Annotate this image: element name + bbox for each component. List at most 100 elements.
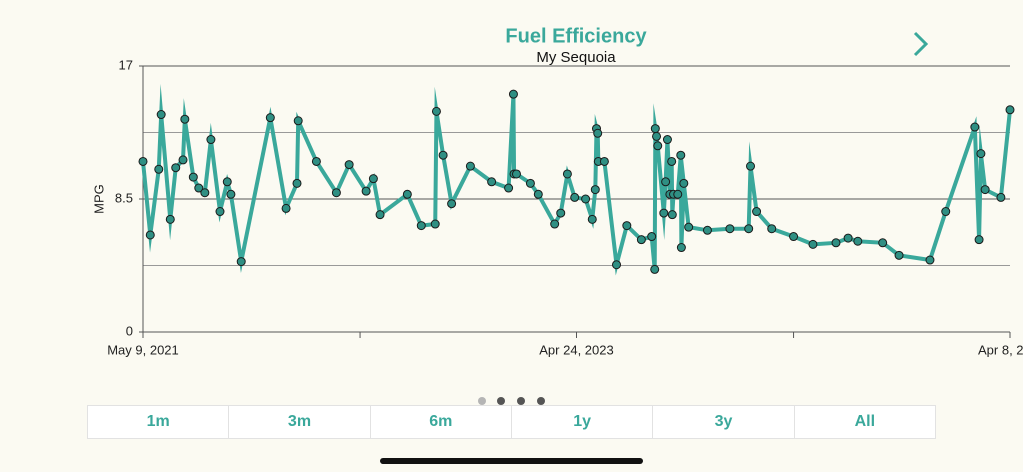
data-point [652, 131, 662, 141]
y-tick-label: 17 [119, 57, 133, 72]
y-axis-label: MPG [91, 184, 106, 214]
y-tick-label: 8.5 [115, 190, 133, 205]
data-point [438, 150, 448, 160]
data-point [744, 224, 754, 234]
data-point [659, 208, 669, 218]
data-point [188, 172, 198, 182]
data-point [789, 232, 799, 242]
data-point [590, 185, 600, 195]
next-chevron[interactable] [913, 31, 929, 57]
data-point [465, 161, 475, 171]
range-selector: 1m 3m 6m 1y 3y All [87, 405, 936, 439]
range-button[interactable]: 1m [88, 406, 230, 438]
data-point [667, 156, 677, 166]
data-point [215, 207, 225, 217]
data-point [974, 235, 984, 245]
data-point [587, 214, 597, 224]
data-point [156, 110, 166, 120]
data-point [684, 222, 694, 232]
data-point [281, 203, 291, 213]
data-point [504, 183, 514, 193]
data-point [226, 189, 236, 199]
data-point [853, 236, 863, 246]
data-point [894, 250, 904, 260]
data-point [556, 208, 566, 218]
data-point [980, 185, 990, 195]
data-point [676, 150, 686, 160]
x-tick-label: May 9, 2021 [107, 342, 179, 357]
data-point [200, 188, 210, 198]
data-point [292, 178, 302, 188]
data-point [344, 160, 354, 170]
range-button[interactable]: All [854, 413, 876, 430]
data-point [653, 141, 663, 151]
data-point [661, 177, 671, 187]
data-point [702, 225, 712, 235]
data-point [508, 89, 518, 99]
data-point [236, 257, 246, 267]
chart-subtitle: My Sequoia [536, 49, 616, 66]
data-point [368, 174, 378, 184]
range-button[interactable]: 1y [512, 406, 654, 438]
data-point [650, 124, 660, 134]
range-button[interactable]: 6m [371, 406, 512, 438]
data-point [599, 156, 609, 166]
data-point [180, 114, 190, 124]
data-point [667, 210, 677, 220]
data-point [447, 199, 457, 209]
data-point [375, 210, 385, 220]
data-point [622, 221, 632, 231]
data-point [154, 164, 164, 174]
chart: Fuel Efficiency My Sequoia MPG 0 8.5 17 May… [91, 25, 1023, 357]
data-point [636, 235, 646, 245]
data-point [311, 156, 321, 166]
page-dots [478, 397, 545, 405]
data-point [570, 192, 580, 202]
data-point [941, 207, 951, 217]
data-point [171, 163, 181, 173]
range-button[interactable]: 3y [653, 406, 795, 438]
data-point [725, 224, 735, 234]
data-point [165, 214, 175, 224]
data-point [843, 233, 853, 243]
data-point [1005, 105, 1015, 115]
data-point [746, 161, 756, 171]
data-point [138, 156, 148, 166]
data-point [222, 177, 232, 187]
data-point [533, 189, 543, 199]
data-point [676, 243, 686, 253]
range-button[interactable]: 3m [229, 406, 371, 438]
data-point [925, 255, 935, 265]
data-point [679, 178, 689, 188]
data-point [487, 177, 497, 187]
data-point [767, 224, 777, 234]
data-point [293, 116, 303, 126]
data-point [752, 207, 762, 217]
data-point [194, 183, 204, 193]
x-tick-label: Apr 8, 2 [978, 342, 1023, 357]
data-point [431, 106, 441, 116]
page-dot[interactable] [497, 397, 505, 405]
data-point [976, 149, 986, 159]
data-point [673, 189, 683, 199]
page-dot[interactable] [478, 397, 486, 405]
data-point [550, 219, 560, 229]
home-indicator [380, 458, 643, 464]
data-point [402, 189, 412, 199]
page-dot[interactable] [517, 397, 525, 405]
data-point [593, 128, 603, 138]
page-dot[interactable] [537, 397, 545, 405]
data-point [145, 230, 155, 240]
data-point [525, 178, 535, 188]
data-point [265, 113, 275, 123]
data-point [650, 264, 660, 274]
data-point [206, 135, 216, 145]
data-point [878, 238, 888, 248]
data-point [647, 232, 657, 242]
data-point [970, 122, 980, 132]
data-point [416, 221, 426, 231]
data-point [511, 169, 521, 179]
data-point [178, 155, 188, 165]
chart-title: Fuel Efficiency [505, 25, 647, 47]
